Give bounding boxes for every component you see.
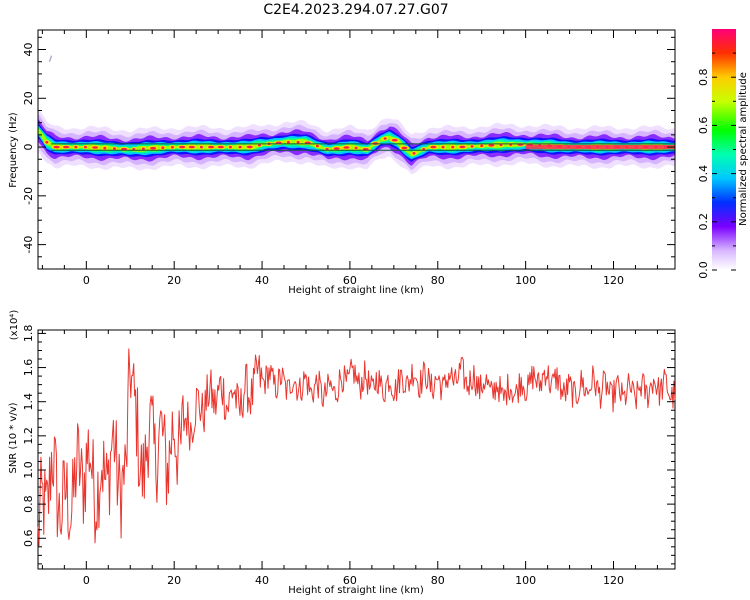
- snr-frame: [37, 329, 676, 570]
- colorbar-gradient: [712, 29, 736, 270]
- spectrogram-peak: [170, 145, 174, 149]
- spectrogram-peak: [451, 145, 455, 149]
- x-tick-label: 0: [83, 574, 90, 587]
- spectrogram-zero-band: [525, 144, 675, 150]
- spectrogram-peak: [246, 145, 253, 149]
- x-tick-label: 60: [343, 574, 357, 587]
- colorbar: 0.0 0.2 0.4 0.6 0.8 Normalized spectral ampl…: [697, 29, 749, 279]
- x-tick-label: 120: [603, 274, 624, 287]
- spectrogram-peak: [199, 145, 203, 149]
- colorbar-label: Normalized spectral amplitude: [738, 72, 749, 226]
- spectrogram-peak: [354, 146, 358, 150]
- spectrogram-peak: [63, 145, 70, 149]
- spectrogram-band-6: [38, 127, 675, 157]
- spectrogram-peak: [257, 143, 261, 147]
- y-tick-label: 1.6: [22, 359, 35, 377]
- figure-title: C2E4.2023.294.07.27.G07: [263, 2, 448, 18]
- x-tick-label: 60: [343, 274, 357, 287]
- colorbar-tick-label: 0.4: [697, 165, 710, 183]
- spectrogram-peak: [488, 144, 495, 147]
- spectrogram-peak: [430, 145, 437, 149]
- spectrogram-peak: [217, 145, 224, 149]
- x-tick-label: 20: [167, 274, 181, 287]
- spectrogram-peak: [188, 145, 195, 149]
- spectrogram-peak: [179, 145, 186, 149]
- y-tick-label: 40: [22, 43, 35, 57]
- snr-multiplier: (x10⁴): [9, 310, 20, 341]
- x-tick-label: 20: [167, 574, 181, 587]
- y-tick-label: 0.8: [22, 495, 35, 512]
- colorbar-tick-label: 0.8: [697, 68, 710, 86]
- spectrogram-panel: 0 20 40 60 80 100 120 40 20 0 -20 -40 Height of str…: [8, 29, 676, 296]
- stray-mark: [48, 55, 53, 62]
- colorbar-tick-label: 0.2: [697, 213, 710, 231]
- spectrogram-peak: [333, 147, 340, 150]
- spectrogram-peak: [315, 144, 319, 148]
- x-tick-label: 100: [515, 274, 536, 287]
- spectrogram-peak: [441, 145, 445, 149]
- spectrogram-peak: [391, 138, 398, 142]
- x-tick-label: 80: [431, 574, 445, 587]
- spectrogram-frame: [37, 29, 676, 270]
- spectrogram-peak: [150, 146, 157, 150]
- spectrogram-peak: [286, 140, 290, 144]
- spectrogram-peak: [45, 140, 49, 144]
- spectrogram-peak: [112, 147, 116, 150]
- y-tick-label: 1.0: [22, 461, 35, 479]
- x-tick-label: 40: [255, 274, 269, 287]
- snr-ylabel: SNR (10 * v/v): [8, 402, 19, 473]
- spectrogram-ylabel: Frequency (Hz): [8, 112, 19, 188]
- spectrogram-peak: [296, 140, 300, 144]
- spectrogram-peak: [238, 145, 242, 149]
- x-tick-label: 120: [603, 574, 624, 587]
- colorbar-tick-label: 0.6: [697, 117, 710, 134]
- snr-panel: 0 20 40 60 80 100 120 0.6 0.8 1.0 1.2 1.4 1.6 1.8 Hei…: [8, 310, 676, 596]
- y-tick-label: 20: [22, 91, 35, 105]
- spectrogram-peak: [343, 146, 350, 149]
- spectrogram-peak: [53, 145, 60, 149]
- x-tick-label: 80: [431, 274, 445, 287]
- x-tick-label: 0: [83, 274, 90, 287]
- colorbar-tick-label: 0.0: [697, 261, 710, 279]
- spectrogram-peak: [208, 145, 215, 149]
- x-tick-label: 40: [255, 574, 269, 587]
- spectrogram-peak: [161, 146, 165, 149]
- y-tick-label: 0.6: [22, 530, 35, 548]
- y-tick-label: 1.8: [22, 325, 35, 343]
- spectrogram-xlabel: Height of straight line (km): [288, 285, 424, 296]
- y-tick-label: 1.2: [22, 427, 35, 445]
- spectrogram-peak: [74, 145, 78, 149]
- x-tick-label: 100: [515, 574, 536, 587]
- spectrogram-peak: [228, 145, 232, 149]
- spectrogram-peak: [383, 137, 387, 140]
- y-tick-label: 0: [22, 144, 35, 151]
- snr-series-line: [37, 348, 676, 547]
- spectrogram-peak: [103, 146, 107, 150]
- spectrogram-peak: [412, 152, 416, 155]
- snr-xlabel: Height of straight line (km): [288, 585, 424, 596]
- y-tick-label: -20: [22, 187, 35, 205]
- spectrogram-peak: [83, 145, 87, 149]
- spectrogram-peak: [470, 145, 474, 148]
- y-tick-label: 1.4: [22, 393, 35, 411]
- y-tick-label: -40: [22, 236, 35, 254]
- spectrogram-peak: [92, 146, 99, 149]
- spectrogram-peak: [480, 144, 484, 148]
- spectrogram-peak: [459, 145, 466, 149]
- spectrogram-peak: [141, 147, 145, 151]
- spectrogram-peak: [401, 146, 408, 150]
